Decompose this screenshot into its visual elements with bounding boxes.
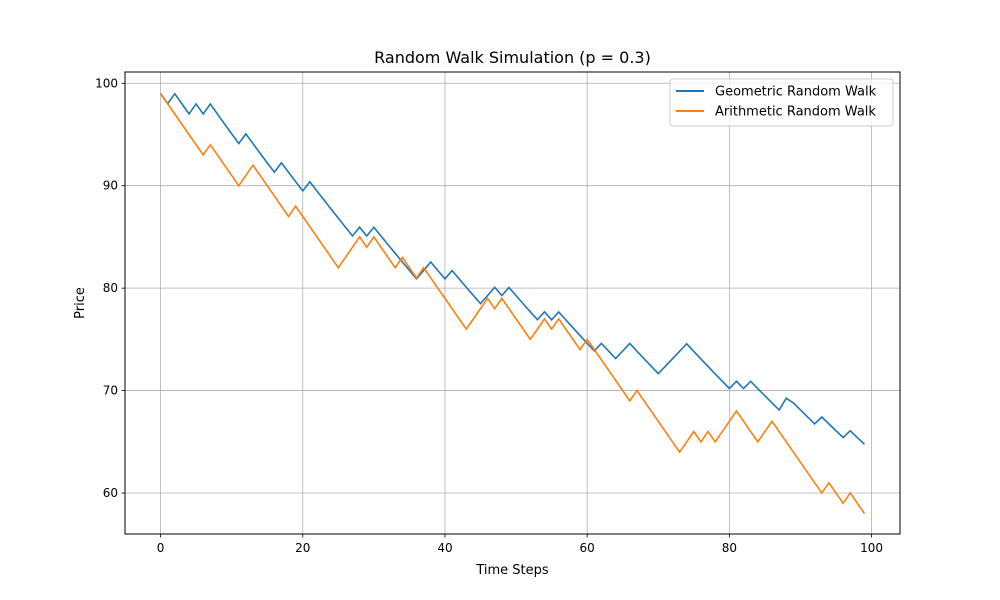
y-tick-label: 90 (103, 179, 118, 193)
geometric-walk-line (159, 92, 865, 445)
x-tick-label: 40 (437, 541, 452, 555)
y-tick-label: 60 (103, 486, 118, 500)
x-tick-label: 60 (580, 541, 595, 555)
y-axis-label: Price (73, 287, 88, 319)
grid (125, 72, 900, 534)
chart-title: Random Walk Simulation (p = 0.3) (374, 48, 651, 67)
y-tick-label: 80 (103, 281, 118, 295)
legend-label-arithmetic: Arithmetic Random Walk (715, 105, 876, 120)
x-axis-label: Time Steps (475, 563, 549, 578)
legend-label-geometric: Geometric Random Walk (715, 85, 877, 100)
legend-box (669, 78, 894, 127)
axis-ticks: 0 20 40 60 80 100 60 70 80 90 100 (95, 76, 883, 555)
plot-frame (124, 71, 901, 535)
series-lines (159, 92, 866, 514)
x-tick-label: 80 (722, 541, 737, 555)
x-tick-label: 0 (157, 541, 165, 555)
x-tick-label: 20 (295, 541, 310, 555)
y-tick-label: 100 (95, 76, 118, 90)
legend: Geometric Random Walk Arithmetic Random … (669, 78, 894, 127)
x-tick-label: 100 (860, 541, 883, 555)
arithmetic-walk-line (159, 93, 866, 514)
y-tick-label: 70 (103, 384, 118, 398)
